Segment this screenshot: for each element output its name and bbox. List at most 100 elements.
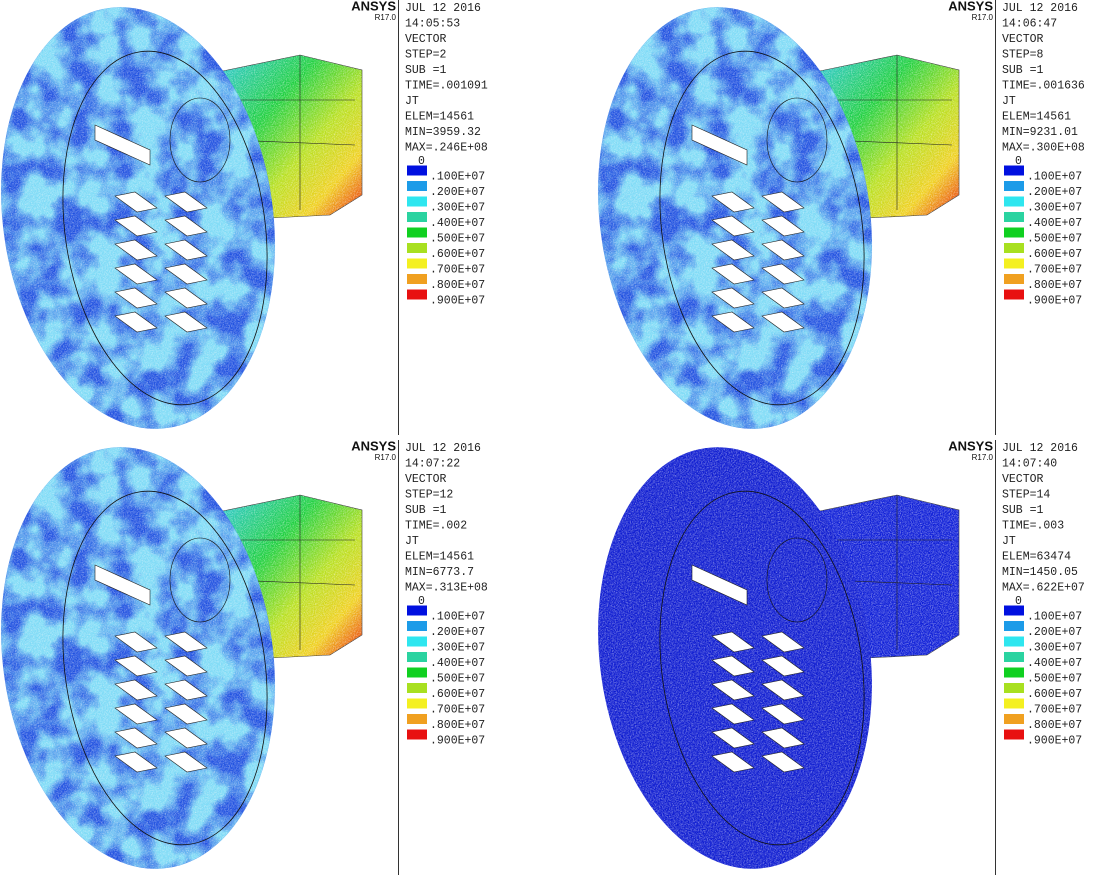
- version: R17.0: [972, 453, 994, 462]
- info-line: STEP=12: [405, 489, 453, 502]
- legend-label: .600E+07: [1027, 248, 1082, 261]
- vector-plot: [0, 0, 362, 447]
- legend-swatch: [1004, 621, 1024, 631]
- info-line: MIN=6773.7: [405, 566, 474, 579]
- info-line: ELEM=14561: [1002, 111, 1071, 124]
- legend-label: .100E+07: [1027, 171, 1082, 184]
- legend-swatch: [407, 621, 427, 631]
- legend-swatch: [1004, 274, 1024, 284]
- legend-swatch: [1004, 166, 1024, 176]
- legend-label: .600E+07: [430, 248, 485, 261]
- vector-plot: [572, 0, 959, 447]
- info-line: MIN=1450.05: [1002, 566, 1078, 579]
- info-line: ELEM=14561: [405, 111, 474, 124]
- legend-swatch: [1004, 197, 1024, 207]
- legend-swatch: [407, 243, 427, 253]
- legend-label: .200E+07: [1027, 626, 1082, 639]
- info-line: TIME=.001091: [405, 80, 488, 93]
- legend-swatch: [1004, 606, 1024, 616]
- info-line: MIN=9231.01: [1002, 126, 1078, 139]
- legend-swatch: [407, 228, 427, 238]
- info-line: JT: [1002, 95, 1016, 108]
- legend-label: .600E+07: [430, 688, 485, 701]
- panel: ANSYSR17.0JUL 12 201614:07:40VECTORSTEP=…: [572, 429, 1085, 881]
- legend-swatch: [407, 714, 427, 724]
- info-line: MAX=.246E+08: [405, 142, 488, 155]
- legend-swatch: [407, 668, 427, 678]
- legend-label: .400E+07: [1027, 217, 1082, 230]
- legend-label: .700E+07: [1027, 264, 1082, 277]
- legend-swatch: [1004, 699, 1024, 709]
- legend-label: .400E+07: [1027, 657, 1082, 670]
- legend-swatch: [407, 637, 427, 647]
- legend-label: .200E+07: [430, 186, 485, 199]
- vector-plot: [0, 429, 362, 881]
- legend-label: .300E+07: [1027, 202, 1082, 215]
- info-line: VECTOR: [405, 33, 447, 46]
- legend-swatch: [407, 259, 427, 269]
- legend-swatch: [407, 652, 427, 662]
- panel: ANSYSR17.0JUL 12 201614:07:22VECTORSTEP=…: [0, 429, 488, 881]
- legend-label: .100E+07: [1027, 611, 1082, 624]
- legend-swatch: [407, 606, 427, 616]
- legend-label: .200E+07: [430, 626, 485, 639]
- info-line: JUL 12 2016: [1002, 442, 1078, 455]
- legend-swatch: [1004, 730, 1024, 740]
- figure: ANSYSR17.0JUL 12 201614:05:53VECTORSTEP=…: [0, 0, 1110, 881]
- info-line: STEP=14: [1002, 489, 1050, 502]
- legend-swatch: [1004, 683, 1024, 693]
- legend-label: .800E+07: [1027, 719, 1082, 732]
- info-line: JUL 12 2016: [405, 442, 481, 455]
- legend-label: .900E+07: [430, 735, 485, 748]
- legend-swatch: [1004, 181, 1024, 191]
- legend-label: .300E+07: [1027, 642, 1082, 655]
- legend-swatch: [407, 166, 427, 176]
- info-line: VECTOR: [1002, 473, 1044, 486]
- legend-swatch: [1004, 637, 1024, 647]
- version: R17.0: [375, 453, 397, 462]
- legend-swatch: [1004, 668, 1024, 678]
- info-line: JT: [405, 95, 419, 108]
- legend-swatch: [1004, 714, 1024, 724]
- info-line: JT: [1002, 535, 1016, 548]
- info-line: ELEM=63474: [1002, 551, 1071, 564]
- info-line: JUL 12 2016: [1002, 2, 1078, 15]
- info-line: 14:06:47: [1002, 18, 1057, 31]
- legend-label: .500E+07: [1027, 673, 1082, 686]
- legend-label: .400E+07: [430, 657, 485, 670]
- panel: ANSYSR17.0JUL 12 201614:06:47VECTORSTEP=…: [572, 0, 1085, 447]
- legend-label: .700E+07: [430, 704, 485, 717]
- legend-label: .100E+07: [430, 611, 485, 624]
- legend-swatch: [407, 274, 427, 284]
- info-line: MAX=.622E+07: [1002, 582, 1085, 595]
- info-line: MAX=.300E+08: [1002, 142, 1085, 155]
- legend-label: .100E+07: [430, 171, 485, 184]
- version: R17.0: [972, 13, 994, 22]
- legend-label: .500E+07: [1027, 233, 1082, 246]
- info-line: MAX=.313E+08: [405, 582, 488, 595]
- logo: ANSYS: [351, 0, 396, 13]
- disk-speckle: [572, 429, 898, 881]
- info-line: STEP=2: [405, 49, 447, 62]
- version: R17.0: [375, 13, 397, 22]
- legend-swatch: [407, 212, 427, 222]
- legend-label: .700E+07: [430, 264, 485, 277]
- legend-swatch: [1004, 652, 1024, 662]
- legend-swatch: [1004, 212, 1024, 222]
- legend-label: .500E+07: [430, 233, 485, 246]
- info-line: JT: [405, 535, 419, 548]
- info-line: JUL 12 2016: [405, 2, 481, 15]
- legend-label: .300E+07: [430, 642, 485, 655]
- legend-swatch: [1004, 228, 1024, 238]
- info-line: SUB =1: [405, 64, 447, 77]
- legend-swatch: [407, 181, 427, 191]
- legend-label: .500E+07: [430, 673, 485, 686]
- logo: ANSYS: [948, 438, 993, 453]
- legend-swatch: [407, 290, 427, 300]
- legend-label: .900E+07: [1027, 735, 1082, 748]
- legend-swatch: [407, 683, 427, 693]
- info-line: ELEM=14561: [405, 551, 474, 564]
- legend-swatch: [407, 699, 427, 709]
- info-line: SUB =1: [405, 504, 447, 517]
